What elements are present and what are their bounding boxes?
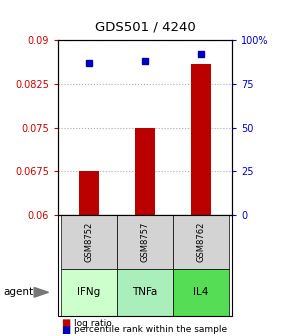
Text: IFNg: IFNg (77, 287, 101, 297)
Text: GSM8762: GSM8762 (197, 222, 206, 262)
Text: percentile rank within the sample: percentile rank within the sample (74, 326, 227, 334)
Text: ■: ■ (61, 318, 70, 328)
Text: ■: ■ (61, 325, 70, 335)
Bar (135, 128, 155, 215)
Text: TNFa: TNFa (132, 287, 158, 297)
Text: log ratio: log ratio (74, 319, 112, 328)
Bar (191, 64, 211, 215)
Text: IL4: IL4 (193, 287, 209, 297)
Polygon shape (34, 288, 48, 297)
Text: agent: agent (3, 287, 33, 297)
Bar (79, 171, 99, 215)
Text: GSM8752: GSM8752 (84, 222, 93, 262)
Text: GDS501 / 4240: GDS501 / 4240 (95, 21, 195, 34)
Text: GSM8757: GSM8757 (140, 222, 150, 262)
